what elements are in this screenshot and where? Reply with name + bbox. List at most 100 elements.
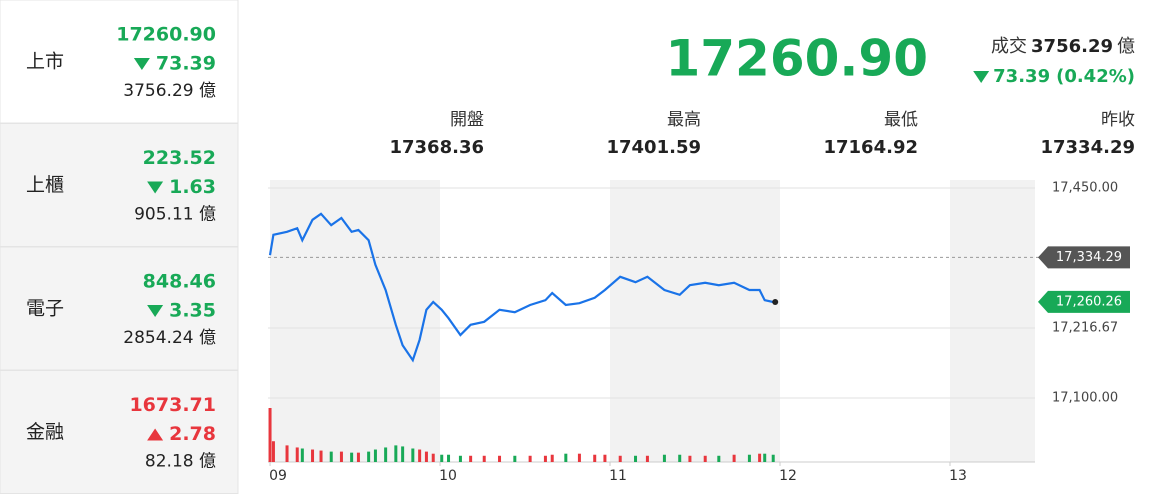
last-point <box>772 298 779 305</box>
item-amount: 905.11 億 <box>134 205 216 225</box>
item-amount: 82.18 億 <box>145 452 216 472</box>
volume-bar <box>747 454 751 462</box>
volume-bar <box>367 451 371 462</box>
volume-bar <box>543 455 547 462</box>
volume-bar <box>618 455 622 462</box>
volume-bar <box>482 455 486 462</box>
y-tick-label: 17,450.00 <box>1052 180 1118 195</box>
item-value: 1673.71 <box>129 394 216 416</box>
sidebar-item[interactable] <box>0 0 239 124</box>
price-tag <box>1038 290 1130 313</box>
volume-bar <box>350 452 354 462</box>
x-tick-label: 12 <box>779 468 797 484</box>
price-tag <box>1038 246 1130 269</box>
change-arrow <box>147 428 164 441</box>
volume-bar <box>319 450 323 462</box>
stat-label: 昨收 <box>1101 110 1135 130</box>
y-tick-label: 17,216.67 <box>1052 320 1118 335</box>
change-arrow <box>133 58 150 70</box>
volume-bar <box>424 451 428 462</box>
price: 17260.90 <box>665 30 928 88</box>
volume-bar <box>394 445 398 462</box>
volume-bar <box>418 449 422 462</box>
volume-bar <box>593 454 597 462</box>
stat-label: 最低 <box>884 110 918 130</box>
volume-bar <box>356 452 360 462</box>
volume-bar <box>329 451 333 462</box>
session-band <box>950 180 1035 462</box>
price-line <box>268 212 774 363</box>
change-arrow <box>973 71 990 83</box>
volume-bar <box>300 448 304 462</box>
x-tick-label: 11 <box>609 468 627 484</box>
volume-bar <box>271 441 275 462</box>
volume-bar <box>373 449 377 462</box>
item-amount: 3756.29 億 <box>123 81 216 101</box>
item-value: 223.52 <box>143 147 216 169</box>
volume-bar <box>458 455 462 462</box>
item-change: 2.78 <box>169 423 216 445</box>
y-tick-label: 17,100.00 <box>1052 390 1118 405</box>
item-name: 上櫃 <box>26 174 64 196</box>
volume-bar <box>295 447 299 462</box>
item-name: 金融 <box>26 421 64 443</box>
volume-bar <box>431 453 435 462</box>
volume-bar <box>285 445 289 462</box>
volume-bar <box>268 408 272 462</box>
volume-bar <box>763 453 767 462</box>
volume-bar <box>440 454 444 462</box>
volume-bar <box>688 455 692 462</box>
volume-bar <box>550 454 554 462</box>
item-value: 17260.90 <box>116 24 216 46</box>
volume-bar <box>732 454 736 462</box>
item-name: 上市 <box>26 51 64 73</box>
stat-value: 17401.59 <box>606 137 701 158</box>
price-tag-label: 17,334.29 <box>1056 250 1122 265</box>
stat-value: 17368.36 <box>389 137 484 158</box>
volume-bar <box>339 451 343 462</box>
x-tick-label: 13 <box>949 468 967 484</box>
stat-value: 17164.92 <box>823 137 918 158</box>
volume-bar <box>311 449 315 462</box>
turnover-unit: 億 <box>1117 36 1135 57</box>
item-amount: 2854.24 億 <box>123 328 216 348</box>
change-arrow <box>147 181 164 194</box>
turnover: 3756.29 <box>1031 36 1113 57</box>
volume-bar <box>498 455 502 462</box>
item-value: 848.46 <box>143 271 216 293</box>
volume-bar <box>717 455 721 462</box>
volume-bar <box>401 446 405 462</box>
session-band <box>270 180 441 462</box>
sidebar-item[interactable] <box>0 123 239 247</box>
volume-bar <box>577 453 581 462</box>
item-change: 1.63 <box>169 176 216 198</box>
volume-bar <box>703 455 707 462</box>
item-name: 電子 <box>26 298 64 320</box>
volume-bar <box>662 454 666 462</box>
session-band <box>610 180 781 462</box>
sidebar-item[interactable] <box>0 370 239 494</box>
volume-bar <box>384 447 388 462</box>
volume-bar <box>528 455 532 462</box>
change-pct: (0.42%) <box>1056 66 1135 87</box>
volume-bar <box>771 454 775 462</box>
stat-label: 最高 <box>667 110 701 130</box>
x-tick-label: 09 <box>269 468 287 484</box>
volume-bar <box>645 455 649 462</box>
change-arrow <box>147 305 164 317</box>
volume-bar <box>634 455 638 462</box>
stat-label: 開盤 <box>450 110 484 130</box>
stat-value: 17334.29 <box>1040 137 1135 158</box>
volume-bar <box>513 455 517 462</box>
volume-bar <box>678 454 682 462</box>
x-tick-label: 10 <box>439 468 457 484</box>
turnover-label: 成交 <box>991 36 1027 57</box>
volume-bar <box>564 453 568 462</box>
volume-bar <box>411 448 415 462</box>
volume-bar <box>469 455 473 462</box>
volume-bar <box>447 454 451 462</box>
item-change: 73.39 <box>156 53 216 75</box>
change: 73.39 <box>993 66 1050 87</box>
